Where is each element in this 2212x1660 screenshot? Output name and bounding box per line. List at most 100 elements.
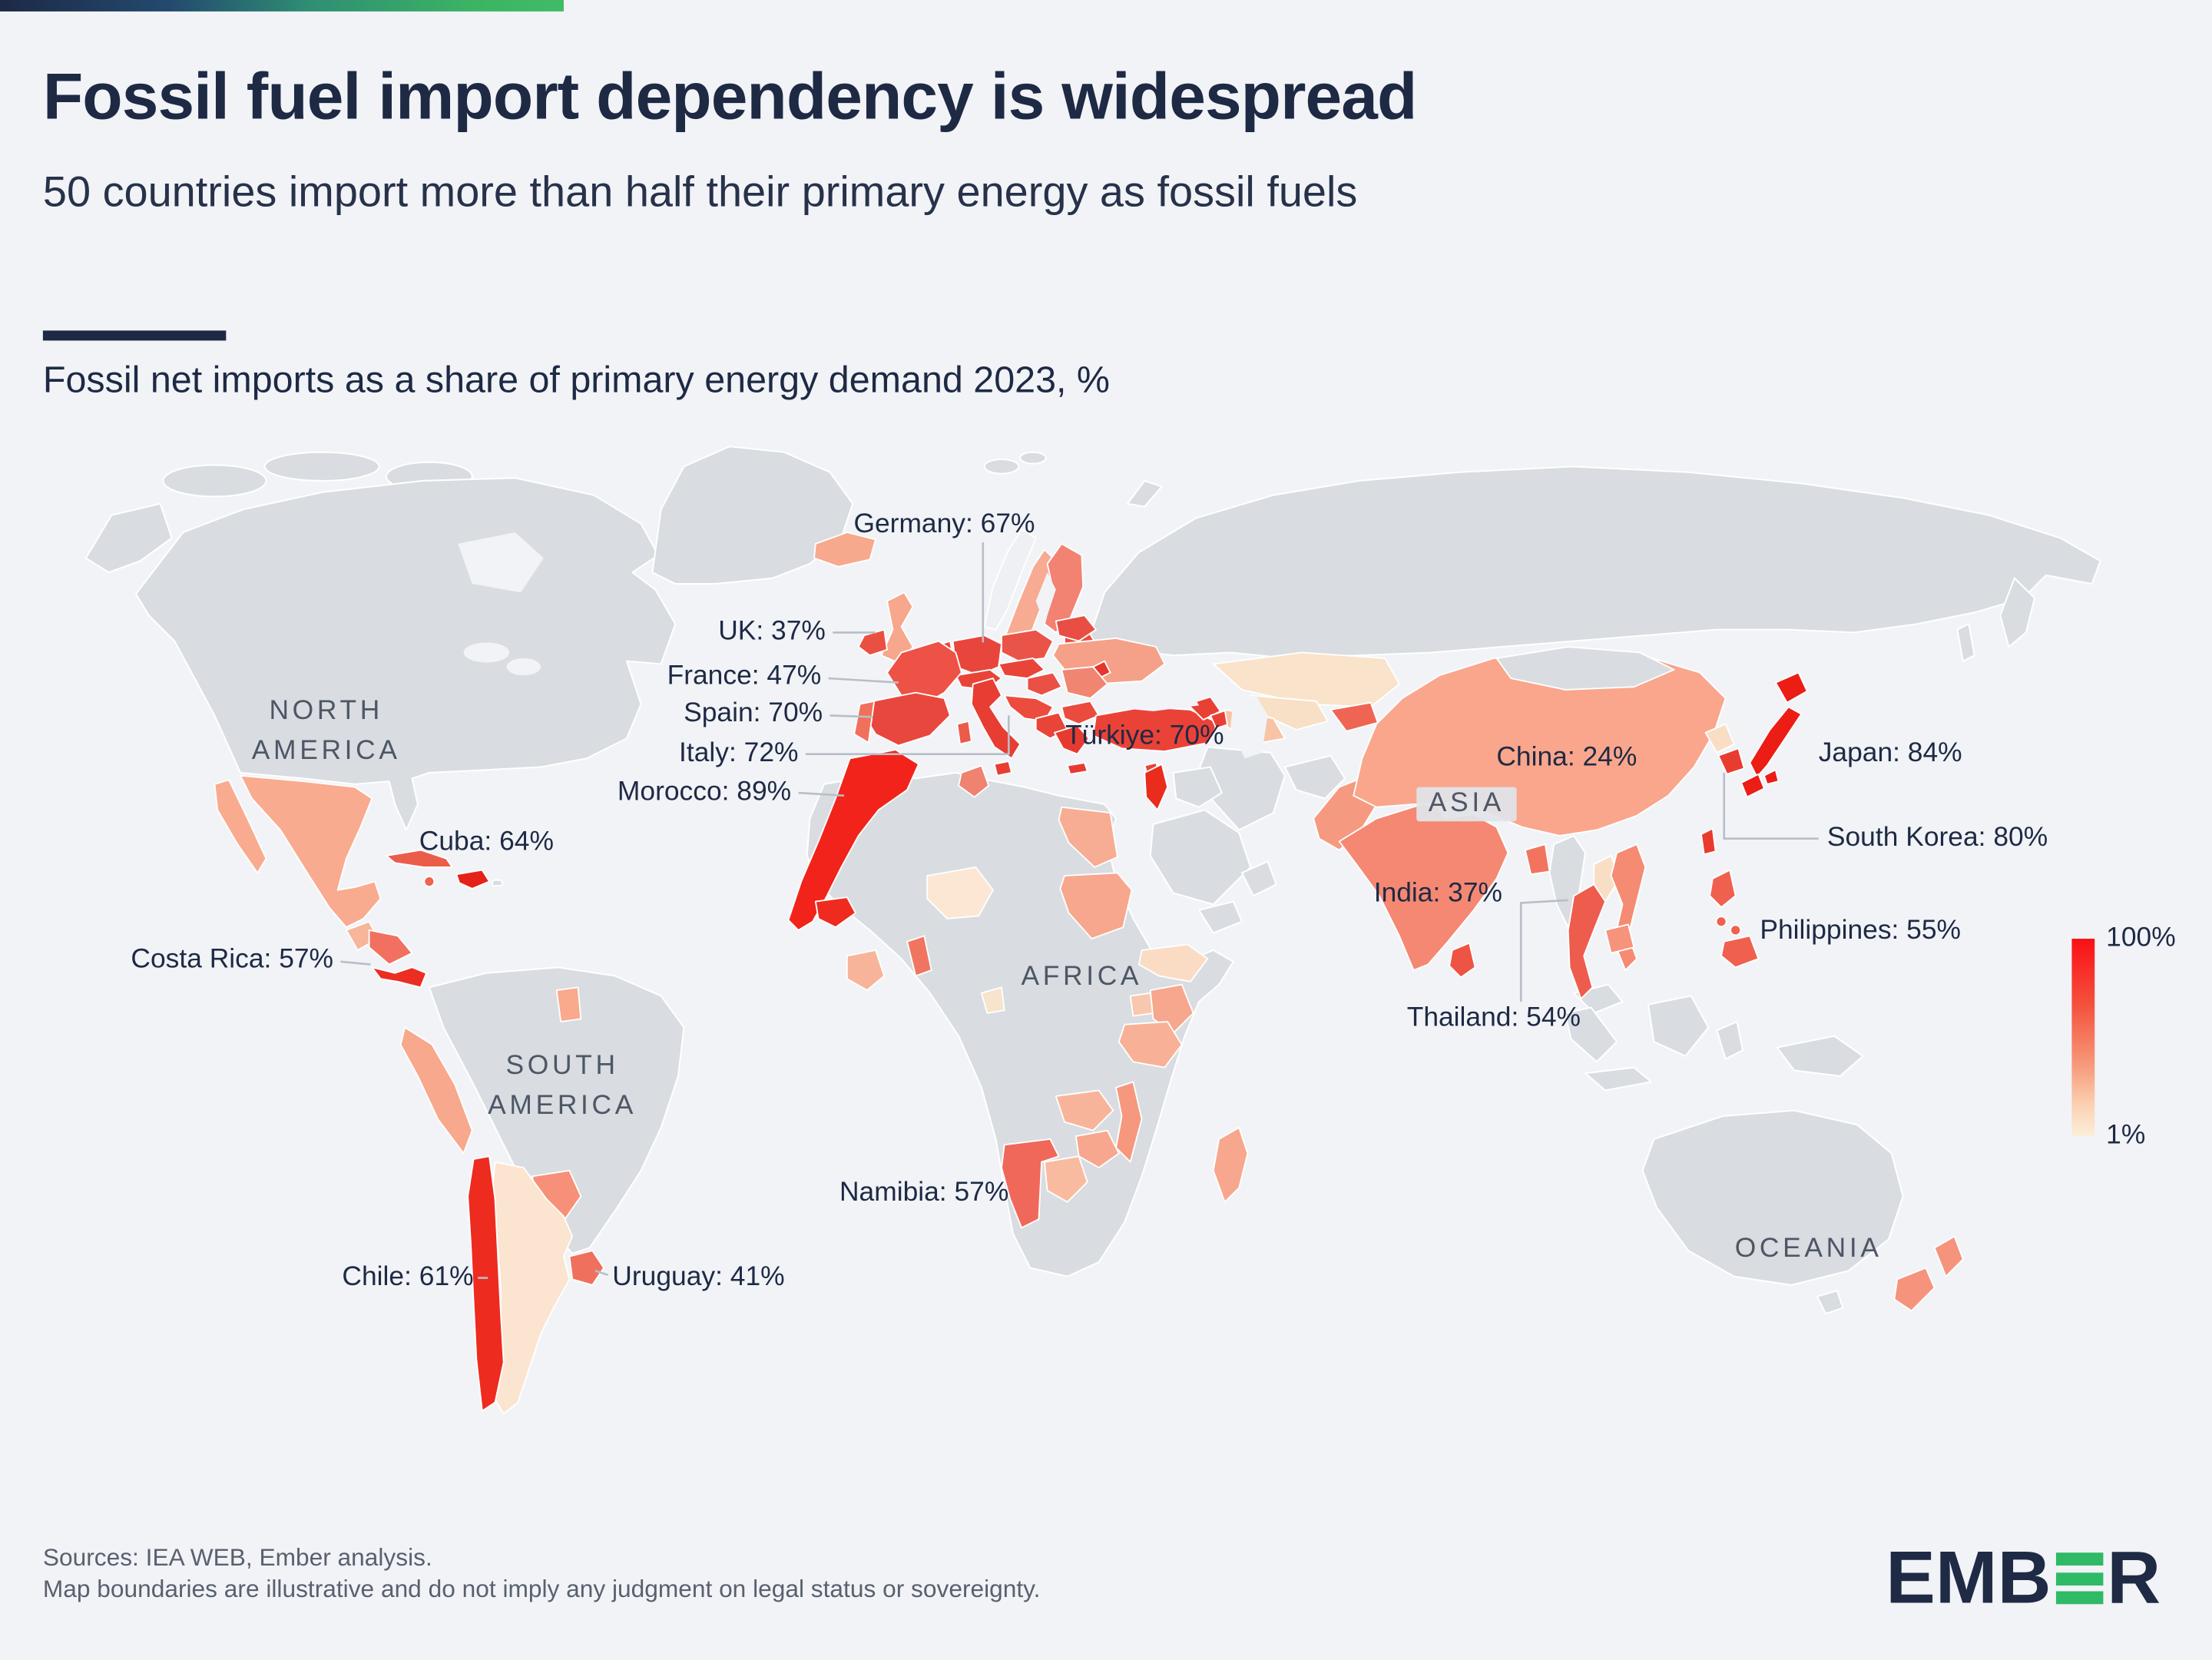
- annotation-italy: Italy: 72%: [679, 738, 799, 769]
- country-ivory-coast: [846, 949, 886, 992]
- country-ireland: [857, 628, 888, 657]
- legend-gradient-bar: [2071, 939, 2095, 1137]
- countries-colored: [214, 528, 1964, 1415]
- country-morocco: [787, 749, 919, 931]
- footer-disclaimer: Map boundaries are illustrative and do n…: [42, 1576, 1041, 1603]
- country-new-zealand-north: [1933, 1235, 1964, 1277]
- annotation-japan: Japan: 84%: [1818, 738, 1962, 769]
- country-togo-benin: [906, 935, 932, 977]
- annotation-turkiye: Türkiye: 70%: [1065, 721, 1224, 752]
- country-madagascar: [1212, 1127, 1249, 1203]
- country-philippines-luzon: [1709, 869, 1737, 908]
- country-bangladesh: [1524, 843, 1551, 876]
- country-uruguay: [568, 1250, 605, 1286]
- leader-italy: [805, 715, 1010, 756]
- leader-uruguay: [594, 1269, 609, 1277]
- measure-label: Fossil net imports as a share of primary…: [42, 357, 1111, 401]
- country-egypt: [1058, 806, 1118, 868]
- country-japan-honshu: [1749, 706, 1803, 778]
- country-kazakhstan: [1212, 651, 1400, 708]
- page-title: Fossil fuel import dependency is widespr…: [42, 58, 1417, 134]
- country-tanzania: [1118, 1021, 1183, 1069]
- footer: Sources: IEA WEB, Ember analysis. Map bo…: [43, 1542, 1041, 1605]
- annotation-morocco: Morocco: 89%: [617, 777, 792, 807]
- country-hispaniola: [455, 869, 491, 890]
- leader-lines: [340, 542, 1819, 1279]
- country-uk: [880, 591, 914, 665]
- ember-logo: EMB R: [1886, 1536, 2161, 1620]
- country-peru: [399, 1026, 473, 1155]
- country-japan-kyushu: [1740, 773, 1765, 798]
- continent-label-asia-box: ASIA: [1416, 787, 1517, 822]
- leader-south-korea: [1723, 772, 1819, 840]
- country-new-zealand-south: [1893, 1267, 1936, 1312]
- annotation-namibia: Namibia: 57%: [839, 1178, 1009, 1208]
- country-argentina: [491, 1161, 574, 1415]
- annotation-thailand: Thailand: 54%: [1406, 1002, 1581, 1033]
- footer-sources: Sources: IEA WEB, Ember analysis.: [42, 1544, 432, 1572]
- leader-morocco: [798, 791, 845, 797]
- country-mozambique: [1115, 1081, 1143, 1163]
- legend-max-label: 100%: [2106, 923, 2176, 953]
- continent-label-north-america: NORTH AMERICA: [251, 696, 401, 766]
- leader-thailand: [1519, 899, 1568, 1002]
- country-sudan: [1059, 872, 1133, 939]
- annotation-cuba: Cuba: 64%: [419, 827, 554, 857]
- country-italy: [970, 678, 1022, 760]
- country-niger: [926, 866, 994, 919]
- continent-label-asia: ASIA: [1428, 788, 1505, 819]
- country-mongolia: [1495, 646, 1675, 691]
- country-romania: [1061, 666, 1108, 700]
- country-botswana: [1043, 1155, 1088, 1203]
- annotation-costa-rica: Costa Rica: 57%: [131, 944, 334, 975]
- country-iceland: [813, 532, 877, 568]
- country-senegal: [814, 896, 856, 929]
- water-bodies: [458, 532, 1268, 759]
- country-cuba: [386, 849, 453, 868]
- annotation-india: India: 37%: [1373, 878, 1503, 909]
- annotation-uk: UK: 37%: [718, 616, 826, 648]
- annotation-philippines: Philippines: 55%: [1760, 916, 1962, 946]
- continent-label-africa: AFRICA: [1021, 962, 1143, 992]
- continent-label-oceania: OCEANIA: [1734, 1234, 1883, 1264]
- country-chile: [467, 1155, 505, 1412]
- country-jamaica: [423, 876, 435, 887]
- country-guyana-suriname: [555, 986, 582, 1023]
- country-bulgaria: [1061, 700, 1100, 725]
- country-kenya: [1149, 983, 1194, 1034]
- country-sardinia: [956, 720, 972, 745]
- accent-gradient-bar: [0, 0, 564, 12]
- country-zambia: [1055, 1089, 1114, 1132]
- leader-france: [828, 677, 899, 684]
- country-japan-shikoku: [1763, 769, 1780, 785]
- country-south-korea: [1717, 747, 1745, 775]
- legend-min-label: 1%: [2106, 1120, 2146, 1151]
- country-costa-rica-panama: [371, 966, 428, 989]
- country-greece: [1054, 724, 1090, 755]
- country-philippines-mindanao: [1720, 935, 1760, 969]
- country-sicily: [993, 760, 1012, 777]
- ember-logo-prefix: EMB: [1886, 1536, 2051, 1620]
- country-levant: [1144, 763, 1169, 811]
- ember-logo-e-icon: [2055, 1552, 2103, 1605]
- country-thailand: [1567, 883, 1607, 1000]
- country-zimbabwe: [1075, 1129, 1120, 1169]
- country-ethiopia: [1137, 943, 1209, 982]
- country-crete: [1066, 761, 1088, 775]
- country-portugal: [853, 700, 876, 744]
- country-sri-lanka: [1449, 942, 1476, 979]
- country-nicaragua: [368, 929, 413, 966]
- annotation-france: France: 47%: [667, 661, 822, 691]
- country-congo: [980, 986, 1005, 1014]
- annotation-uruguay: Uruguay: 41%: [612, 1262, 785, 1293]
- continent-label-south-america: SOUTH AMERICA: [488, 1051, 637, 1121]
- country-namibia: [1001, 1138, 1060, 1229]
- country-tunisia: [958, 764, 990, 798]
- country-norway: [983, 528, 1037, 631]
- annotation-chile: Chile: 61%: [342, 1262, 474, 1293]
- annotation-china: China: 24%: [1496, 742, 1637, 773]
- ember-logo-suffix: R: [2107, 1536, 2161, 1620]
- country-kyrgyz-tajik: [1330, 701, 1379, 732]
- country-cambodia: [1604, 923, 1635, 954]
